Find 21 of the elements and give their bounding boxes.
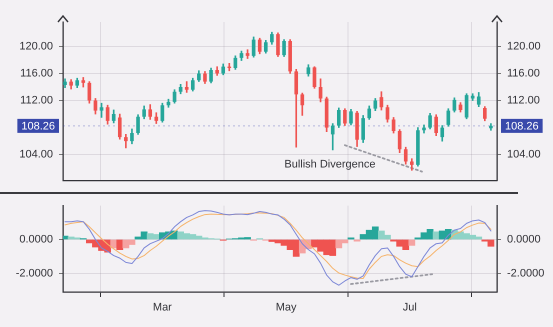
x-tick-label: Jul <box>402 302 417 314</box>
y-tick-label: 104.00 <box>19 148 53 161</box>
y-tick-label: 120.00 <box>19 40 53 52</box>
y2-tick-label: 0.0000 <box>507 234 541 246</box>
ref-line-label: 108.26 <box>21 120 56 132</box>
y2-tick-label: 120.00 <box>507 40 541 52</box>
y-tick-label: 116.00 <box>20 67 53 80</box>
bar <box>116 240 124 250</box>
y2-tick-label: 104.00 <box>507 148 541 161</box>
x-tick-label: May <box>276 302 297 314</box>
y2-tick-label: 112.00 <box>507 94 540 107</box>
bar <box>432 232 440 240</box>
y2-tick-label: -2.0000 <box>507 267 544 280</box>
y-tick-label: 0.0000 <box>19 234 53 246</box>
bar <box>408 240 416 246</box>
y-tick-label: 112.00 <box>20 94 53 107</box>
x-tick-label: Mar <box>152 302 172 314</box>
text: 108.26 <box>505 120 539 132</box>
y-tick-label: -2.0000 <box>16 267 53 280</box>
y2-tick-label: 116.00 <box>507 67 540 80</box>
annotation: Bullish Divergence <box>284 158 376 170</box>
